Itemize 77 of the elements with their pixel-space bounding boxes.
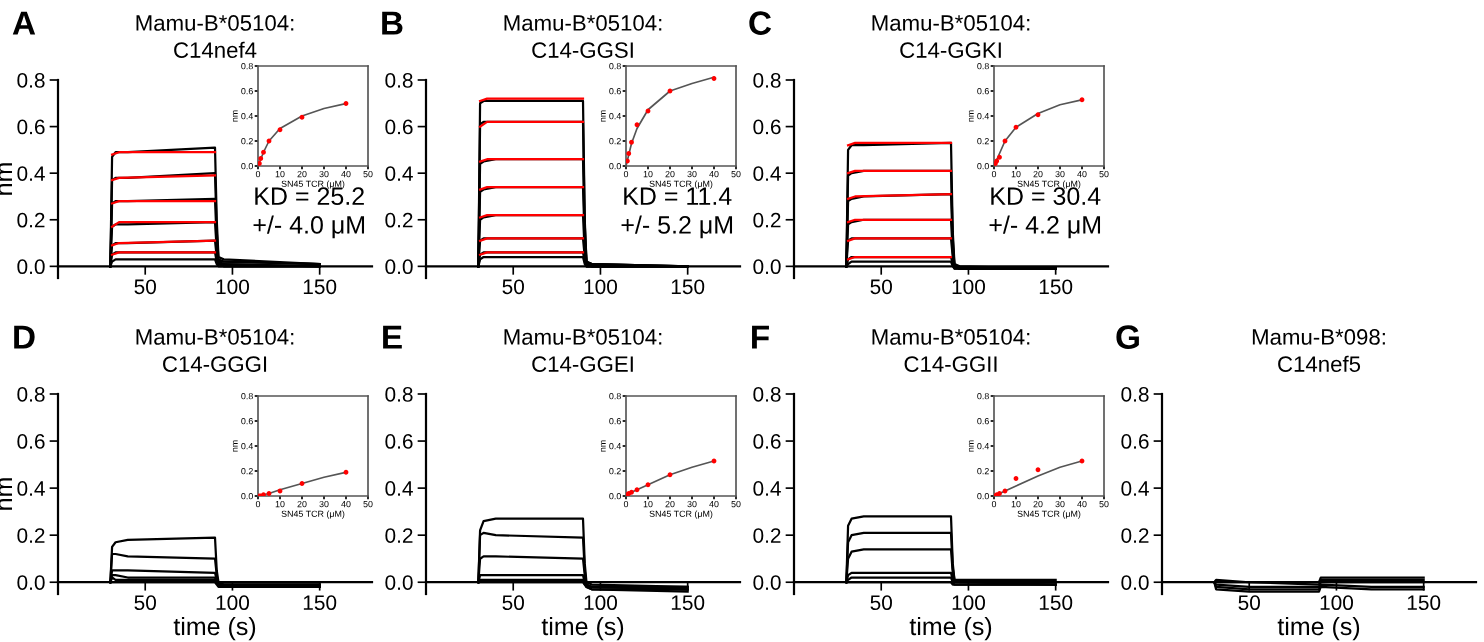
y-tick-label: 0.4 bbox=[17, 481, 45, 496]
x-tick-label: 150 bbox=[1407, 595, 1441, 611]
text: F bbox=[752, 325, 769, 349]
chart-title: Mamu-B*05104: C14nef4 bbox=[136, 15, 294, 58]
text: D bbox=[14, 325, 35, 349]
y-tick-label: 0.8 bbox=[17, 387, 45, 402]
annotation: KD = 11.4 +/- 5.2 μM bbox=[621, 187, 733, 239]
text: C bbox=[749, 11, 772, 35]
y-tick-label: 0.0 bbox=[1121, 575, 1149, 590]
chart-title: Mamu-B*05104: C14-GGKI bbox=[872, 15, 1030, 58]
y-tick-label: 0.6 bbox=[17, 434, 45, 449]
y-tick-label: 0.2 bbox=[17, 212, 45, 228]
x-tick-label: 100 bbox=[952, 279, 986, 295]
y-tick-label: 0.6 bbox=[753, 119, 781, 135]
x-tick-label: 100 bbox=[1320, 595, 1354, 611]
chart-title: Mamu-B*05104: C14-GGGI bbox=[136, 329, 294, 372]
text: A bbox=[12, 11, 36, 35]
y-tick-label: 0.0 bbox=[17, 575, 45, 590]
chart-title: Mamu-B*05104: C14-GGEI bbox=[504, 329, 662, 372]
y-tick-label: 0.4 bbox=[753, 166, 781, 181]
y-tick-label: 0.6 bbox=[1121, 434, 1149, 449]
y-tick-label: 0.0 bbox=[385, 259, 413, 275]
x-tick-label: 50 bbox=[870, 595, 892, 611]
y-tick-label: 0.0 bbox=[753, 575, 781, 590]
y-tick-label: 0.6 bbox=[385, 434, 413, 449]
text: G bbox=[1116, 325, 1139, 349]
y-tick-label: 0.0 bbox=[385, 575, 413, 590]
y-tick-label: 0.4 bbox=[753, 481, 781, 496]
y-tick-label: 0.4 bbox=[1121, 481, 1149, 496]
y-tick-label: 0.6 bbox=[753, 434, 781, 449]
x-tick-label: 100 bbox=[216, 595, 250, 611]
y-tick-label: 0.0 bbox=[753, 259, 781, 275]
text: B bbox=[382, 11, 403, 35]
y-tick-label: 0.6 bbox=[385, 119, 413, 135]
x-tick-label: 50 bbox=[870, 279, 892, 295]
x-tick-label: 150 bbox=[303, 279, 337, 295]
x-tick-label: 50 bbox=[502, 279, 524, 295]
y-tick-label: 0.8 bbox=[753, 387, 781, 402]
y-tick-label: 0.8 bbox=[753, 73, 781, 88]
y-tick-label: 0.4 bbox=[17, 166, 45, 181]
chart-title: Mamu-B*05104: C14-GGSI bbox=[504, 15, 662, 58]
x-tick-label: 150 bbox=[671, 595, 705, 611]
chart-title: Mamu-B*05104: C14-GGII bbox=[872, 329, 1030, 372]
y-tick-label: 0.0 bbox=[17, 259, 45, 275]
x-tick-label: 100 bbox=[584, 595, 618, 611]
x-axis-title: time (s) bbox=[1277, 616, 1360, 641]
y-tick-label: 0.8 bbox=[385, 387, 413, 402]
x-tick-label: 50 bbox=[1238, 595, 1260, 611]
x-tick-label: 100 bbox=[216, 279, 250, 295]
text: E bbox=[383, 325, 402, 349]
y-tick-label: 0.2 bbox=[753, 212, 781, 228]
x-tick-label: 150 bbox=[1039, 279, 1073, 295]
x-tick-label: 50 bbox=[134, 279, 156, 295]
x-tick-label: 50 bbox=[134, 595, 156, 611]
x-tick-label: 150 bbox=[1039, 595, 1073, 611]
x-axis-title: time (s) bbox=[541, 616, 624, 641]
y-tick-label: 0.2 bbox=[1121, 528, 1149, 543]
x-tick-label: 150 bbox=[671, 279, 705, 295]
chart-title: Mamu-B*098: C14nef5 bbox=[1252, 329, 1385, 372]
y-tick-label: 0.4 bbox=[385, 481, 413, 496]
x-tick-label: 50 bbox=[502, 595, 524, 611]
x-axis-title: time (s) bbox=[909, 616, 992, 641]
y-tick-label: 0.6 bbox=[17, 119, 45, 135]
y-tick-label: 0.2 bbox=[753, 528, 781, 543]
y-tick-label: 0.8 bbox=[1121, 387, 1149, 402]
annotation: KD = 30.4 +/- 4.2 μM bbox=[989, 187, 1101, 239]
y-tick-label: 0.2 bbox=[385, 528, 413, 543]
y-tick-label: 0.8 bbox=[17, 73, 45, 88]
y-tick-label: 0.2 bbox=[385, 212, 413, 228]
x-tick-label: 100 bbox=[584, 279, 618, 295]
x-tick-label: 100 bbox=[952, 595, 986, 611]
y-tick-label: 0.2 bbox=[17, 528, 45, 543]
x-axis-title: time (s) bbox=[173, 616, 256, 641]
x-tick-label: 150 bbox=[303, 595, 337, 611]
y-tick-label: 0.4 bbox=[385, 166, 413, 181]
y-tick-label: 0.8 bbox=[385, 73, 413, 88]
annotation: KD = 25.2 +/- 4.0 μM bbox=[253, 187, 365, 239]
